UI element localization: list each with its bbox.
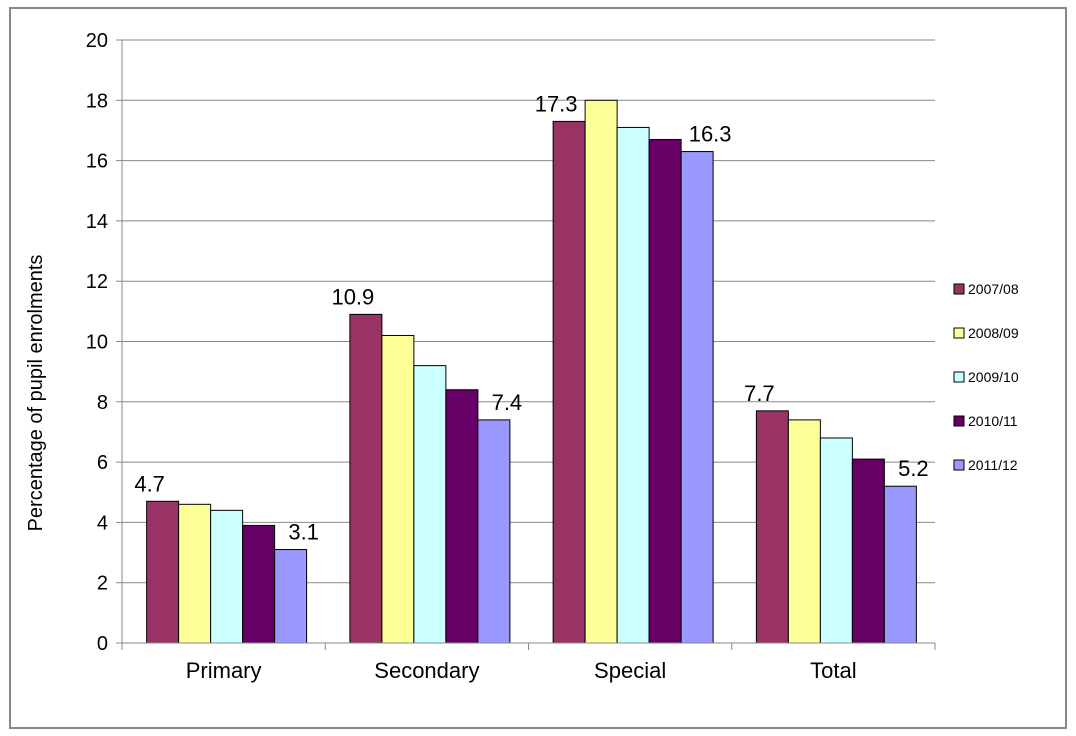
- bar: [819, 437, 853, 644]
- bar: [648, 138, 682, 644]
- bar: [883, 485, 917, 644]
- y-tick-label: 4: [97, 512, 108, 534]
- bar: [755, 410, 789, 644]
- bar: [210, 509, 244, 644]
- data-label: 17.3: [535, 91, 578, 116]
- bar: [381, 334, 415, 644]
- legend-swatch: [953, 327, 965, 339]
- y-tick-label: 2: [97, 573, 108, 595]
- legend-swatch: [953, 459, 965, 471]
- legend-swatch: [953, 283, 965, 295]
- bar: [146, 500, 180, 644]
- data-label: 10.9: [331, 284, 374, 309]
- legend-label: 2009/10: [968, 369, 1019, 385]
- data-label: 5.2: [898, 456, 929, 481]
- data-label: 7.4: [492, 390, 523, 415]
- x-tick-label: Secondary: [374, 658, 479, 683]
- legend-label: 2007/08: [968, 281, 1019, 297]
- y-tick-label: 16: [86, 151, 108, 173]
- y-axis-title: Percentage of pupil enrolments: [25, 255, 47, 532]
- legend-label: 2011/12: [968, 457, 1018, 473]
- axes: 0 2 4 6 8 10 12 14 16 18 20 Primary Secondary Special…: [86, 30, 936, 683]
- x-tick-label: Primary: [186, 658, 262, 683]
- legend-label: 2008/09: [968, 325, 1019, 341]
- legend-label: 2010/11: [968, 413, 1018, 429]
- legend-swatch: [953, 371, 965, 383]
- data-label: 7.7: [744, 381, 775, 406]
- bar: [477, 419, 511, 644]
- bar: [413, 365, 447, 644]
- bar: [445, 389, 479, 644]
- bar: [274, 549, 308, 644]
- bar: [178, 503, 212, 644]
- bar: [349, 313, 383, 644]
- y-tick-label: 6: [97, 452, 108, 474]
- bar: [787, 419, 821, 644]
- y-tick-label: 10: [86, 332, 108, 354]
- y-tick-label: 8: [97, 392, 108, 414]
- bars: [146, 99, 917, 644]
- y-tick-label: 18: [86, 90, 108, 112]
- data-label: 3.1: [288, 520, 319, 545]
- data-label: 16.3: [689, 122, 732, 147]
- bar: [851, 458, 885, 644]
- y-tick-label: 14: [86, 211, 108, 233]
- y-tick-label: 12: [86, 271, 108, 293]
- bar: [242, 524, 276, 644]
- y-tick-label: 0: [97, 633, 108, 655]
- legend-swatch: [953, 415, 965, 427]
- bar: [584, 99, 618, 644]
- bar: [552, 120, 586, 644]
- x-tick-label: Special: [594, 658, 666, 683]
- bar: [680, 151, 714, 644]
- y-tick-label: 20: [86, 30, 108, 52]
- legend: 2007/08 2008/09 2009/10 2010/11 2011/12: [953, 281, 1019, 473]
- data-labels: 4.7 3.1 10.9 7.4 17.3 16.3 7.7 5.2: [134, 91, 928, 544]
- bar: [616, 126, 650, 644]
- data-label: 4.7: [134, 471, 165, 496]
- x-tick-label: Total: [810, 658, 856, 683]
